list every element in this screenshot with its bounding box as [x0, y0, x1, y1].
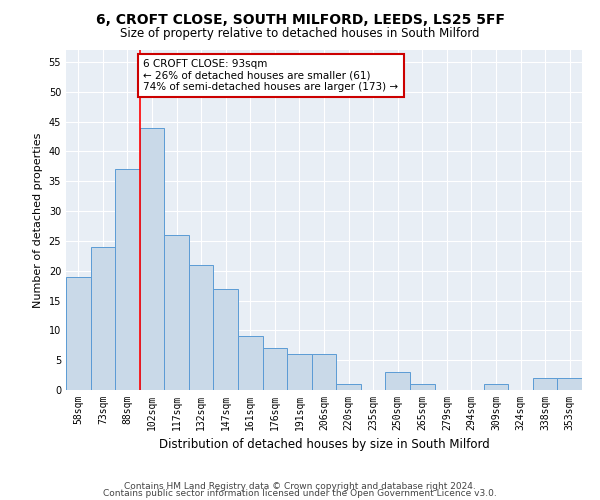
- X-axis label: Distribution of detached houses by size in South Milford: Distribution of detached houses by size …: [158, 438, 490, 452]
- Bar: [484, 384, 508, 390]
- Text: 6 CROFT CLOSE: 93sqm
← 26% of detached houses are smaller (61)
74% of semi-detac: 6 CROFT CLOSE: 93sqm ← 26% of detached h…: [143, 59, 398, 92]
- Bar: [189, 264, 214, 390]
- Bar: [66, 276, 91, 390]
- Bar: [312, 354, 336, 390]
- Bar: [410, 384, 434, 390]
- Y-axis label: Number of detached properties: Number of detached properties: [33, 132, 43, 308]
- Bar: [140, 128, 164, 390]
- Bar: [336, 384, 361, 390]
- Text: Contains public sector information licensed under the Open Government Licence v3: Contains public sector information licen…: [103, 490, 497, 498]
- Bar: [385, 372, 410, 390]
- Text: 6, CROFT CLOSE, SOUTH MILFORD, LEEDS, LS25 5FF: 6, CROFT CLOSE, SOUTH MILFORD, LEEDS, LS…: [95, 12, 505, 26]
- Bar: [533, 378, 557, 390]
- Bar: [557, 378, 582, 390]
- Bar: [263, 348, 287, 390]
- Bar: [287, 354, 312, 390]
- Bar: [164, 235, 189, 390]
- Bar: [238, 336, 263, 390]
- Bar: [214, 288, 238, 390]
- Bar: [115, 170, 140, 390]
- Text: Contains HM Land Registry data © Crown copyright and database right 2024.: Contains HM Land Registry data © Crown c…: [124, 482, 476, 491]
- Bar: [91, 247, 115, 390]
- Text: Size of property relative to detached houses in South Milford: Size of property relative to detached ho…: [120, 28, 480, 40]
